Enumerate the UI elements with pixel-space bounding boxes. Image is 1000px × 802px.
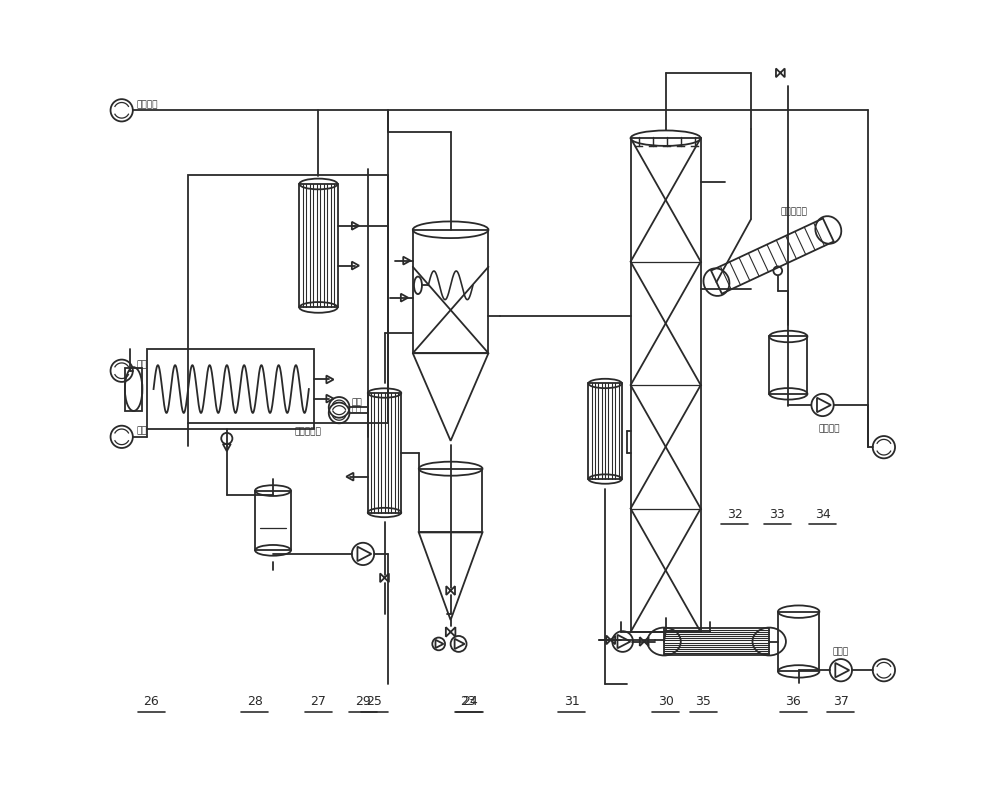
Text: 32: 32: [727, 508, 743, 521]
Text: 蒸汽: 蒸汽: [136, 361, 147, 370]
Bar: [778, 612, 819, 671]
Text: 33: 33: [769, 508, 785, 521]
Text: 涡流亚风: 涡流亚风: [136, 100, 158, 109]
Text: 25: 25: [366, 695, 382, 708]
Text: 抽真空系统: 抽真空系统: [780, 207, 807, 216]
Text: 蒸汽: 蒸汽: [352, 404, 362, 413]
Bar: [147, 349, 314, 429]
Bar: [769, 337, 807, 394]
Text: 35: 35: [695, 695, 711, 708]
Text: 37: 37: [833, 695, 849, 708]
Bar: [368, 393, 401, 512]
Text: 24: 24: [462, 695, 478, 708]
Bar: [588, 383, 622, 479]
Bar: [413, 229, 488, 353]
Text: 28: 28: [247, 695, 263, 708]
Bar: [631, 138, 701, 632]
Text: 成品品: 成品品: [832, 647, 848, 656]
Bar: [664, 628, 769, 655]
Text: 30: 30: [658, 695, 674, 708]
Text: 回收水山: 回收水山: [819, 424, 840, 433]
Text: 29: 29: [355, 695, 371, 708]
Text: 27: 27: [310, 695, 326, 708]
Text: 抽真空系统: 抽真空系统: [295, 427, 321, 436]
Text: 废液: 废液: [136, 427, 147, 435]
Text: 蒸汽: 蒸汽: [352, 398, 363, 407]
Bar: [255, 491, 291, 550]
Text: 23: 23: [460, 695, 476, 708]
Bar: [125, 367, 142, 411]
Bar: [419, 468, 482, 533]
Text: 26: 26: [143, 695, 159, 708]
Text: 34: 34: [815, 508, 830, 521]
Bar: [188, 175, 388, 423]
Text: 31: 31: [564, 695, 580, 708]
Bar: [299, 184, 338, 307]
Text: 36: 36: [785, 695, 801, 708]
